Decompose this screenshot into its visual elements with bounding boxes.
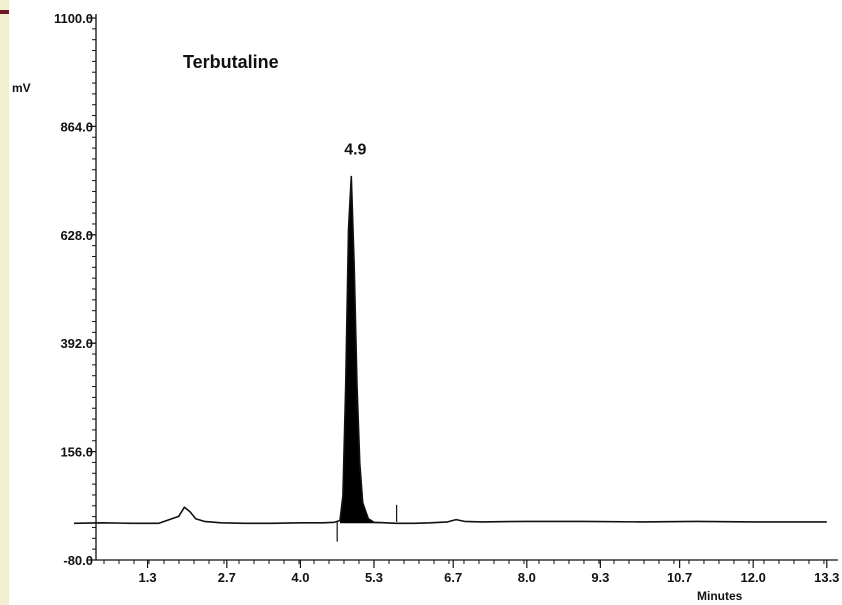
x-tick-label: 4.0 — [291, 570, 309, 585]
x-tick-label: 12.0 — [741, 570, 766, 585]
accent-bar — [0, 10, 9, 14]
chromatogram-trace — [73, 175, 827, 525]
peak-retention-label: 4.9 — [344, 141, 366, 158]
x-tick-label: 1.3 — [139, 570, 157, 585]
main-peak-fill — [340, 176, 386, 524]
x-axis-unit-label: Minutes — [697, 589, 743, 603]
y-tick-label: 392.0 — [60, 336, 93, 351]
y-tick-label: 864.0 — [60, 119, 93, 134]
y-tick-label: 628.0 — [60, 228, 93, 243]
x-tick-label: 2.7 — [218, 570, 236, 585]
y-tick-label: 156.0 — [60, 445, 93, 460]
axes — [95, 14, 838, 561]
y-tick-label: 1100.0 — [54, 11, 93, 26]
x-ticks: 1.3 2.7 4.0 5.3 6.7 8.0 9.3 10.7 12.0 13.3 — [103, 560, 839, 585]
y-tick-label: -80.0 — [63, 553, 93, 568]
plot-area: 4.9 — [73, 141, 827, 542]
y-axis-unit-label: mV — [12, 81, 31, 95]
x-tick-label: 9.3 — [591, 570, 609, 585]
chart-title: Terbutaline — [183, 52, 279, 72]
x-tick-label: 8.0 — [518, 570, 536, 585]
x-tick-label: 5.3 — [365, 570, 383, 585]
x-tick-label: 13.3 — [814, 570, 839, 585]
y-ticks: 1100.0 864.0 628.0 392.0 156.0 -80.0 — [54, 11, 96, 568]
x-tick-label: 10.7 — [667, 570, 692, 585]
left-decorative-strip — [0, 0, 9, 605]
x-tick-label: 6.7 — [444, 570, 462, 585]
